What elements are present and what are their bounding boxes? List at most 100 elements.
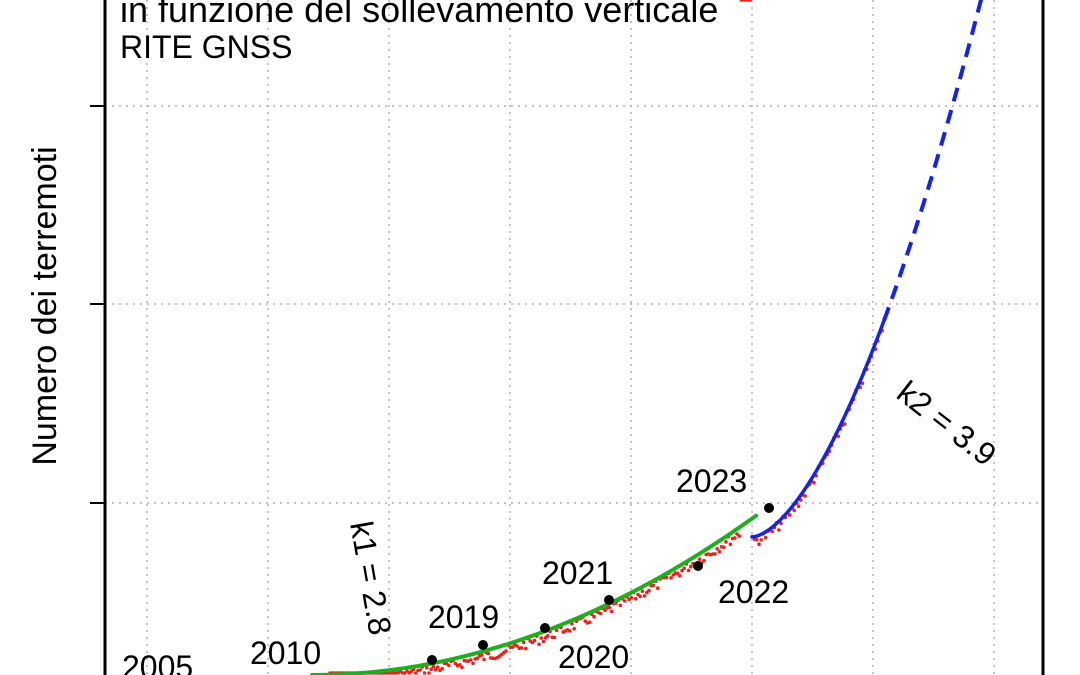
observed-point [634,597,638,601]
observed-point [642,594,647,598]
observed-point [669,576,673,580]
observed-point [796,504,801,509]
observed-point [460,665,464,670]
observed-point [682,566,686,571]
observed-point [504,649,508,653]
observed-point [777,528,781,532]
year-markers [427,503,774,665]
observed-point [440,667,445,671]
observed-point [427,671,431,675]
observed-point [447,663,451,668]
observed-point [618,603,623,608]
observed-point [524,646,528,651]
observed-point [759,538,763,542]
observed-point [724,540,728,544]
y-axis-label: Numero dei terremoti [26,146,64,465]
observed-point [843,422,847,426]
observed-point [607,605,612,610]
observed-point [664,575,669,580]
annotation-k2: k2 = 3.9 [890,374,1003,473]
observed-point [539,636,543,640]
observed-point [728,542,733,547]
observed-point [572,627,576,631]
observed-point [717,550,722,554]
observed-point [651,583,656,588]
observed-point [537,642,541,647]
observed-point [640,589,645,593]
observed-point [592,614,596,619]
observed-point [603,608,607,612]
observed-point [475,656,480,661]
observed-point [418,668,423,672]
year-marker [427,655,437,665]
observed-point [715,547,719,551]
observed-point [656,586,660,590]
observed-point [722,545,726,550]
observed-point [713,552,717,556]
observed-point [532,638,537,643]
year-marker [604,595,614,605]
observed-point [433,667,438,672]
observed-point [686,568,691,573]
observed-point [568,629,572,633]
observed-point [757,542,761,546]
observed-point [429,667,434,671]
observed-point [697,557,702,561]
year-marker [764,503,774,513]
year-label: 2010 [250,635,321,671]
observed-point [554,628,559,633]
observed-point [458,663,462,667]
year-label: 2019 [428,599,499,635]
observed-point [748,0,752,2]
observed-point [803,494,807,498]
observed-point [541,639,546,644]
observed-point [414,671,418,675]
observed-point [587,620,592,624]
observed-point [471,661,475,666]
observed-point [678,574,682,578]
observed-point [552,635,557,640]
year-label: 2021 [542,555,613,591]
year-label: 2005 [122,649,193,675]
observed-point [519,646,524,650]
observed-point [431,664,436,669]
observed-point [733,536,737,540]
observed-point [737,534,741,538]
chart-title-line-2: RITE GNSS [120,29,292,65]
observed-point [515,644,519,648]
observed-point [436,665,440,669]
observed-point [425,665,429,670]
observed-point [469,658,473,662]
observed-point [792,508,796,513]
grid [105,0,1043,675]
observed-point [609,609,614,614]
fit-curve-k1 [310,513,758,675]
observed-point [812,480,816,485]
fit-curve-k2 [750,318,886,539]
observed-point [638,594,642,599]
observed-point [546,634,550,638]
observed-point [598,611,603,616]
observed-point [763,535,768,540]
observed-point [680,568,684,573]
observed-point [647,588,651,593]
chart-title-line-1: in funzione del sollevamento verticale [120,0,718,30]
year-labels: 2005 2010 2019 2020 2021 2022 2023 [122,463,789,675]
observed-point [629,595,634,600]
annotation-k1: k1 = 2.8 [343,518,398,637]
observed-point [521,640,526,645]
observed-point [453,661,458,666]
observed-point [486,651,491,656]
axes [90,0,1045,675]
year-marker [540,623,550,633]
fit-curve-k2-extrapolation [882,0,983,322]
observed-point [623,599,627,603]
observed-point [755,538,759,542]
observed-point [675,571,680,576]
year-label: 2022 [718,574,789,610]
observed-point [788,513,792,517]
observed-point [702,558,706,563]
year-label: 2020 [558,639,629,675]
observed-point [770,529,774,534]
